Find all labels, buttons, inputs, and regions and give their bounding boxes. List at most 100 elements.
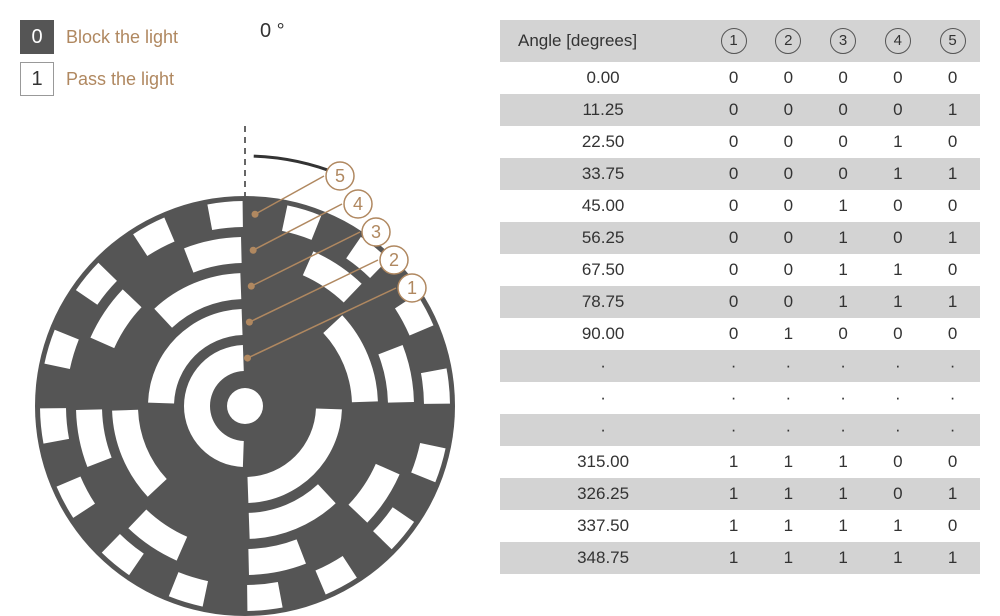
cell-bit: 1 — [925, 158, 980, 190]
table-row: 326.2511101 — [500, 478, 980, 510]
cell-bit: 0 — [706, 286, 761, 318]
cell-bit: 1 — [870, 510, 925, 542]
cell-bit: 0 — [706, 126, 761, 158]
table-row: ······ — [500, 350, 980, 382]
cell-bit: 0 — [870, 62, 925, 94]
cell-bit: 1 — [925, 478, 980, 510]
encoder-slot — [40, 408, 69, 444]
cell-bit: 0 — [870, 318, 925, 350]
cell-bit: 0 — [925, 510, 980, 542]
cell-bit: 0 — [761, 286, 816, 318]
table-row: 45.0000100 — [500, 190, 980, 222]
cell-angle: · — [500, 414, 706, 446]
cell-bit: 0 — [870, 446, 925, 478]
table-row: 337.5011110 — [500, 510, 980, 542]
legend-block-text: Block the light — [66, 27, 178, 48]
cell-bit: 0 — [816, 158, 871, 190]
table-row: 33.7500011 — [500, 158, 980, 190]
cell-bit: 1 — [761, 478, 816, 510]
encoding-table: Angle [degrees]123450.000000011.25000012… — [500, 20, 980, 574]
cell-bit: 1 — [816, 254, 871, 286]
cell-bit: 0 — [761, 254, 816, 286]
legend-pass-text: Pass the light — [66, 69, 174, 90]
cell-bit: 1 — [816, 190, 871, 222]
cell-bit: 0 — [761, 62, 816, 94]
encoder-disk-svg: 54321 — [20, 106, 470, 616]
table-row: ······ — [500, 382, 980, 414]
cell-bit: 0 — [706, 62, 761, 94]
cell-angle: 33.75 — [500, 158, 706, 190]
cell-bit: 1 — [925, 222, 980, 254]
cell-bit: 1 — [870, 286, 925, 318]
cell-bit: · — [706, 350, 761, 382]
legend-pass-row: 1 Pass the light — [20, 62, 470, 96]
cell-bit: · — [925, 414, 980, 446]
cell-bit: · — [816, 382, 871, 414]
legend-block-row: 0 Block the light — [20, 20, 470, 54]
table-row: 348.7511111 — [500, 542, 980, 574]
cell-angle: 11.25 — [500, 94, 706, 126]
cell-angle: 22.50 — [500, 126, 706, 158]
cell-bit: 0 — [925, 446, 980, 478]
cell-angle: · — [500, 382, 706, 414]
table-row: 22.5000010 — [500, 126, 980, 158]
cell-bit: 0 — [816, 318, 871, 350]
track-label: 2 — [389, 250, 399, 270]
cell-bit: 1 — [870, 542, 925, 574]
cell-bit: 0 — [706, 222, 761, 254]
cell-angle: 90.00 — [500, 318, 706, 350]
circled-number-icon: 2 — [775, 28, 801, 54]
cell-bit: 0 — [706, 158, 761, 190]
cell-bit: 0 — [816, 62, 871, 94]
legend-pass-box: 1 — [20, 62, 54, 96]
cell-bit: 0 — [761, 126, 816, 158]
cell-bit: 0 — [816, 94, 871, 126]
cell-bit: 0 — [706, 318, 761, 350]
cell-bit: 0 — [706, 254, 761, 286]
cell-angle: 348.75 — [500, 542, 706, 574]
col-track-1: 1 — [706, 20, 761, 62]
legend-block-box: 0 — [20, 20, 54, 54]
table-row: 56.2500101 — [500, 222, 980, 254]
circled-number-icon: 4 — [885, 28, 911, 54]
cell-bit: 0 — [925, 190, 980, 222]
cell-angle: 56.25 — [500, 222, 706, 254]
cell-bit: · — [761, 350, 816, 382]
col-track-4: 4 — [870, 20, 925, 62]
encoder-slot — [207, 201, 243, 230]
table-row: ······ — [500, 414, 980, 446]
cell-bit: · — [870, 382, 925, 414]
cell-bit: 0 — [925, 126, 980, 158]
cell-bit: · — [925, 382, 980, 414]
zero-degree-label: 0 ° — [260, 20, 285, 43]
cell-bit: 1 — [706, 446, 761, 478]
cell-bit: 1 — [706, 510, 761, 542]
cell-bit: · — [816, 350, 871, 382]
col-track-2: 2 — [761, 20, 816, 62]
cell-bit: 0 — [816, 126, 871, 158]
cell-bit: · — [706, 414, 761, 446]
cell-bit: 0 — [761, 158, 816, 190]
cell-angle: 67.50 — [500, 254, 706, 286]
cell-bit: 1 — [706, 478, 761, 510]
cell-bit: 1 — [816, 446, 871, 478]
cell-bit: 1 — [761, 542, 816, 574]
circled-number-icon: 5 — [940, 28, 966, 54]
col-track-3: 3 — [816, 20, 871, 62]
cell-bit: 1 — [761, 318, 816, 350]
cell-bit: 1 — [761, 510, 816, 542]
track-label: 4 — [353, 194, 363, 214]
encoder-slot — [421, 368, 450, 404]
cell-bit: 1 — [870, 254, 925, 286]
cell-bit: 1 — [706, 542, 761, 574]
cell-bit: · — [925, 350, 980, 382]
cell-bit: 0 — [870, 478, 925, 510]
table-row: 90.0001000 — [500, 318, 980, 350]
cell-bit: 0 — [706, 94, 761, 126]
cell-bit: 1 — [816, 510, 871, 542]
cell-bit: 0 — [761, 190, 816, 222]
cell-angle: 45.00 — [500, 190, 706, 222]
legend: 0 Block the light 1 Pass the light — [20, 20, 470, 96]
cell-bit: 1 — [925, 94, 980, 126]
cell-angle: · — [500, 350, 706, 382]
